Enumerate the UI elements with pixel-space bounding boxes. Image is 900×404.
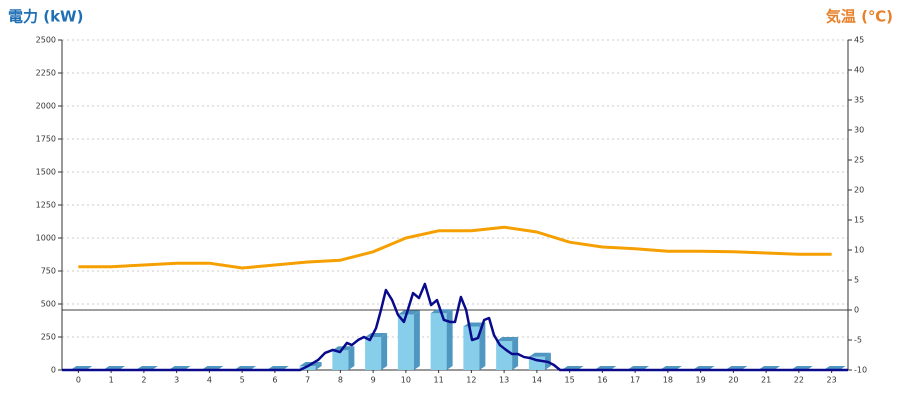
x-tick-label: 0 xyxy=(76,376,81,385)
bar-front xyxy=(463,326,480,370)
y2-tick-label: 40 xyxy=(854,66,864,75)
x-tick-label: 10 xyxy=(401,376,411,385)
bar xyxy=(397,310,420,370)
bar-front xyxy=(397,314,414,370)
x-tick-label: 2 xyxy=(141,376,146,385)
y-tick-label: 500 xyxy=(41,300,56,309)
y-axis-title: 電力 (kW) xyxy=(8,8,83,26)
x-tick-label: 23 xyxy=(827,376,837,385)
bar xyxy=(332,346,355,370)
x-tick-label: 18 xyxy=(663,376,673,385)
x-tick-label: 22 xyxy=(794,376,804,385)
y2-tick-label: 35 xyxy=(854,96,864,105)
bar-front xyxy=(299,366,316,370)
x-tick-label: 7 xyxy=(305,376,310,385)
line xyxy=(62,282,848,372)
x-tick-label: 11 xyxy=(434,376,444,385)
y2-axis-title: 気温 (℃) xyxy=(826,8,893,26)
x-tick-label: 12 xyxy=(466,376,476,385)
y2-tick-label: -10 xyxy=(854,366,867,375)
y-tick-label: 250 xyxy=(41,333,56,342)
y-tick-label: 2250 xyxy=(36,69,56,78)
bar-top xyxy=(528,352,551,357)
bar-front xyxy=(430,313,447,370)
x-tick-label: 15 xyxy=(565,376,575,385)
y2-tick-label: 10 xyxy=(854,246,864,255)
y2-tick-label: 15 xyxy=(854,216,864,225)
x-tick-label: 20 xyxy=(728,376,738,385)
bar-side xyxy=(479,322,486,370)
y-tick-label: 1000 xyxy=(36,234,56,243)
bar-side xyxy=(413,310,420,370)
bar xyxy=(496,336,519,370)
x-tick-label: 21 xyxy=(761,376,771,385)
y-tick-label: 2500 xyxy=(36,36,56,45)
y2-tick-label: 30 xyxy=(854,126,864,135)
y-tick-label: 1750 xyxy=(36,135,56,144)
bar-side xyxy=(315,362,322,370)
bar-front xyxy=(496,340,513,370)
bar-top xyxy=(397,310,420,315)
x-tick-label: 13 xyxy=(499,376,509,385)
x-tick-label: 14 xyxy=(532,376,542,385)
x-tick-label: 1 xyxy=(109,376,114,385)
line xyxy=(78,225,832,270)
bar-front xyxy=(365,337,382,370)
bar-side xyxy=(381,333,388,370)
x-tick-label: 5 xyxy=(240,376,245,385)
y2-tick-label: 5 xyxy=(854,276,859,285)
bar-top xyxy=(496,336,519,341)
y2-tick-label: 0 xyxy=(854,306,859,315)
bar xyxy=(430,309,453,370)
y-tick-label: 1500 xyxy=(36,168,56,177)
y2-tick-label: 45 xyxy=(854,36,864,45)
bar-side xyxy=(348,346,355,370)
bar xyxy=(365,333,388,370)
y-tick-label: 750 xyxy=(41,267,56,276)
x-tick-label: 9 xyxy=(371,376,376,385)
y-tick-label: 2000 xyxy=(36,102,56,111)
y2-tick-label: 20 xyxy=(854,186,864,195)
x-tick-label: 17 xyxy=(630,376,640,385)
x-tick-label: 8 xyxy=(338,376,343,385)
y-tick-label: 1250 xyxy=(36,201,56,210)
x-tick-label: 19 xyxy=(696,376,706,385)
y2-tick-label: -5 xyxy=(854,336,862,345)
bar-side xyxy=(446,309,453,370)
y2-tick-label: 25 xyxy=(854,156,864,165)
x-tick-label: 16 xyxy=(597,376,607,385)
y-tick-label: 0 xyxy=(51,366,56,375)
x-tick-label: 6 xyxy=(272,376,277,385)
bar-front xyxy=(332,350,349,370)
x-tick-label: 3 xyxy=(174,376,179,385)
x-tick-label: 4 xyxy=(207,376,212,385)
